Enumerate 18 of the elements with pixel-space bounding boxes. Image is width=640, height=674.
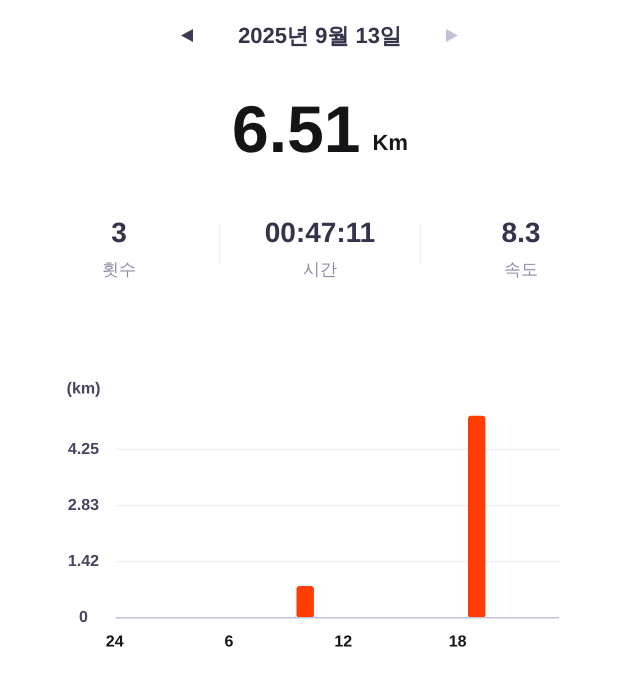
y-tick-label: 4.25 xyxy=(68,440,100,458)
y-tick-label: 0 xyxy=(79,609,88,626)
y-tick-label: 2.83 xyxy=(68,497,100,514)
x-tick-label: 6 xyxy=(224,634,234,650)
text: 속도 xyxy=(504,260,538,279)
text: 8.3 xyxy=(502,217,540,248)
text: 6.51 xyxy=(232,92,361,166)
text: 횟수 xyxy=(102,260,136,279)
text: Km xyxy=(372,130,408,155)
text: 시간 xyxy=(303,260,337,279)
x-tick-label: 24 xyxy=(106,634,124,650)
text: 3 xyxy=(111,217,127,248)
x-tick-label: 18 xyxy=(448,634,467,650)
text: 2025년 9월 13일 xyxy=(238,23,402,48)
text: 00:47:11 xyxy=(264,217,376,248)
y-axis-title: (km) xyxy=(66,380,100,398)
y-tick-label: 1.42 xyxy=(68,552,100,570)
x-tick-label: 12 xyxy=(334,634,352,650)
